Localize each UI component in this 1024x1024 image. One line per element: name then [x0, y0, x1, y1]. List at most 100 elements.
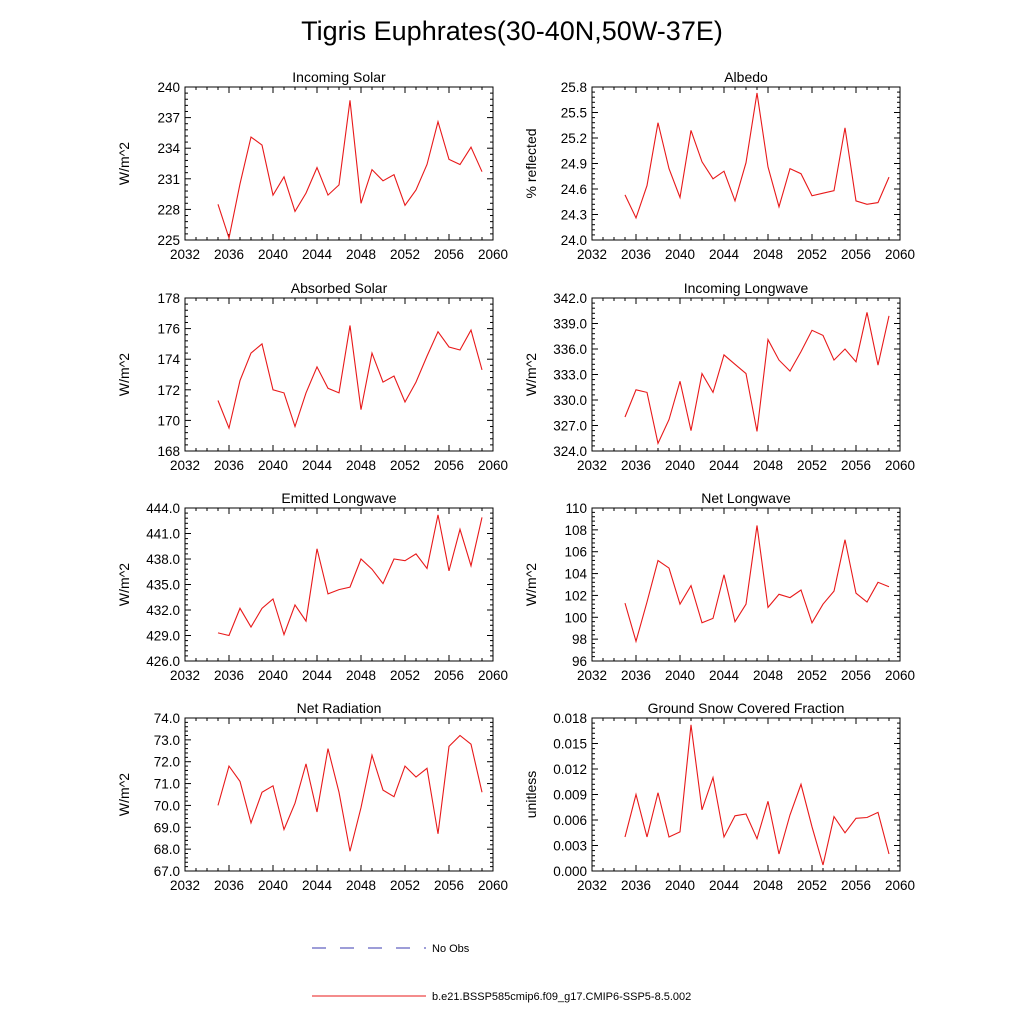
x-tick-label: 2060	[885, 878, 915, 893]
x-tick-label: 2036	[621, 878, 651, 893]
y-tick-label: 438.0	[146, 552, 180, 567]
x-tick-label: 2048	[753, 878, 783, 893]
y-tick-label: 25.5	[561, 106, 587, 121]
panels: Incoming Solar W/m^2 2032 2036 2040 2044 2048 2…	[116, 69, 915, 893]
panel-frame	[184, 86, 494, 241]
x-tick-label: 2040	[258, 247, 288, 262]
y-tick-label: 24.9	[561, 157, 587, 172]
series-line	[217, 325, 483, 430]
x-tick-label: 2040	[258, 878, 288, 893]
x-tick-label: 2056	[434, 458, 464, 473]
x-tick-label: 2036	[214, 878, 244, 893]
y-tick-label: 71.0	[154, 777, 180, 792]
x-tick-label: 2060	[478, 878, 508, 893]
x-tick-label: 2048	[753, 247, 783, 262]
y-tick-label: 178	[157, 291, 180, 306]
panel-title: Net Longwave	[701, 490, 791, 506]
y-tick-label: 330.0	[553, 393, 587, 408]
panel-ground-snow-covered-fraction: Ground Snow Covered Fraction unitless 2032…	[523, 700, 915, 893]
y-tick-label: 69.0	[154, 820, 180, 835]
x-tick-label: 2048	[346, 668, 376, 683]
x-tick-label: 2052	[797, 458, 827, 473]
y-tick-label: 339.0	[553, 317, 587, 332]
x-tick-label: 2060	[478, 458, 508, 473]
x-tick-label: 2048	[753, 668, 783, 683]
x-tick-label: 2032	[577, 668, 607, 683]
x-tick-label: 2040	[258, 458, 288, 473]
y-tick-label: 176	[157, 322, 180, 337]
y-tick-label: 170	[157, 413, 180, 428]
panel-frame	[184, 297, 494, 452]
series-line	[217, 734, 483, 852]
x-tick-label: 2048	[753, 458, 783, 473]
legend-label-model: b.e21.BSSP585cmip6.f09_g17.CMIP6-SSP5-8.…	[432, 991, 691, 1003]
x-tick-label: 2044	[709, 247, 740, 262]
x-tick-label: 2032	[170, 458, 200, 473]
x-tick-label: 2044	[709, 458, 740, 473]
series-line	[624, 312, 890, 446]
x-tick-label: 2032	[170, 247, 200, 262]
series-line	[624, 92, 890, 220]
y-tick-label: 67.0	[154, 864, 180, 879]
y-tick-label: 73.0	[154, 733, 180, 748]
y-tick-label: 110	[565, 501, 587, 516]
y-tick-label: 342.0	[553, 291, 587, 306]
x-tick-label: 2048	[346, 878, 376, 893]
y-tick-label: 104	[564, 567, 587, 582]
x-tick-label: 2056	[841, 247, 871, 262]
x-tick-label: 2060	[885, 247, 915, 262]
x-tick-label: 2052	[390, 878, 420, 893]
panel-incoming-solar: Incoming Solar W/m^2 2032 2036 2040 2044 2048 2…	[116, 69, 508, 262]
panel-title: Incoming Longwave	[684, 280, 809, 296]
x-tick-label: 2044	[709, 668, 740, 683]
panel-frame	[184, 507, 494, 662]
panel-title: Absorbed Solar	[291, 280, 388, 296]
y-axis-label: W/m^2	[523, 353, 539, 396]
y-tick-label: 231	[157, 172, 180, 187]
x-tick-label: 2056	[841, 668, 871, 683]
y-axis-label: % reflected	[523, 128, 539, 198]
y-tick-label: 324.0	[553, 444, 587, 459]
x-tick-label: 2032	[170, 668, 200, 683]
legend-label-no-obs: No Obs	[432, 943, 470, 955]
y-tick-label: 240	[157, 80, 180, 95]
x-tick-label: 2052	[797, 878, 827, 893]
y-tick-label: 0.006	[553, 813, 587, 828]
y-tick-label: 100	[564, 610, 587, 625]
y-tick-label: 24.6	[561, 182, 587, 197]
x-tick-label: 2044	[302, 668, 333, 683]
y-tick-label: 0.015	[553, 737, 587, 752]
x-tick-label: 2040	[665, 878, 695, 893]
panel-net-radiation: Net Radiation W/m^2 2032 2036 2040 2044 2048 20…	[116, 700, 508, 893]
x-tick-label: 2032	[170, 878, 200, 893]
y-tick-label: 0.003	[553, 839, 587, 854]
x-tick-label: 2052	[390, 247, 420, 262]
y-tick-label: 168	[157, 444, 180, 459]
panel-net-longwave: Net Longwave W/m^2 2032 2036 2040 2044 2048 205…	[523, 490, 915, 683]
x-tick-label: 2052	[797, 668, 827, 683]
y-tick-label: 108	[564, 523, 587, 538]
y-tick-label: 102	[564, 588, 587, 603]
x-tick-label: 2044	[302, 878, 333, 893]
series-line	[217, 100, 483, 241]
x-tick-label: 2056	[841, 878, 871, 893]
x-tick-label: 2032	[577, 458, 607, 473]
y-tick-label: 0.012	[553, 762, 587, 777]
y-tick-label: 98	[572, 632, 587, 647]
y-tick-label: 0.000	[553, 864, 587, 879]
y-tick-label: 74.0	[154, 711, 180, 726]
y-tick-label: 174	[157, 352, 180, 367]
series-line	[217, 514, 483, 637]
y-tick-label: 96	[572, 654, 587, 669]
x-tick-label: 2036	[214, 668, 244, 683]
panel-title: Emitted Longwave	[281, 490, 396, 506]
y-tick-label: 336.0	[553, 342, 587, 357]
y-tick-label: 24.0	[561, 233, 587, 248]
panel-title: Albedo	[724, 69, 768, 85]
y-tick-label: 24.3	[561, 208, 587, 223]
y-axis-label: unitless	[523, 771, 539, 818]
y-tick-label: 444.0	[146, 501, 180, 516]
y-axis-label: W/m^2	[116, 353, 132, 396]
x-tick-label: 2044	[302, 458, 333, 473]
